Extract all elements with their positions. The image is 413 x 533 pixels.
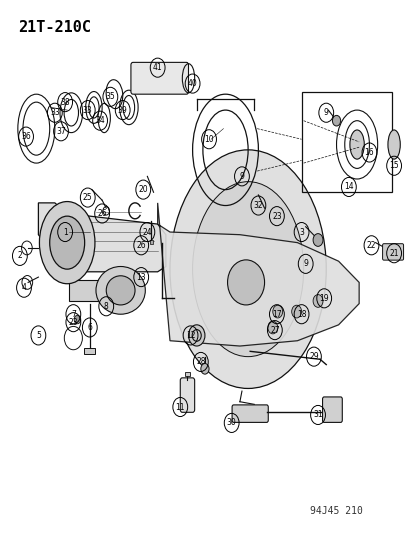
Circle shape — [291, 305, 301, 318]
Ellipse shape — [170, 150, 325, 389]
Ellipse shape — [387, 130, 399, 159]
Text: 41: 41 — [152, 63, 162, 72]
Text: 21T-210C: 21T-210C — [18, 20, 90, 35]
Text: 37: 37 — [56, 127, 66, 136]
Text: 16: 16 — [364, 148, 373, 157]
Text: 33: 33 — [83, 106, 93, 115]
Ellipse shape — [96, 266, 145, 314]
FancyBboxPatch shape — [83, 348, 95, 354]
Text: 10: 10 — [204, 135, 214, 144]
Ellipse shape — [349, 130, 363, 159]
Ellipse shape — [39, 201, 95, 284]
Circle shape — [312, 233, 322, 246]
Text: 18: 18 — [296, 310, 306, 319]
Circle shape — [200, 364, 209, 374]
Ellipse shape — [50, 216, 84, 269]
Text: 94J45 210: 94J45 210 — [310, 506, 362, 516]
Text: 22: 22 — [366, 241, 375, 250]
Text: 36: 36 — [21, 132, 31, 141]
Text: 9: 9 — [239, 172, 244, 181]
Text: 5: 5 — [36, 331, 41, 340]
Text: 2: 2 — [17, 252, 22, 261]
Text: 20: 20 — [138, 185, 148, 194]
Text: 29: 29 — [309, 352, 318, 361]
Ellipse shape — [106, 276, 135, 305]
Text: 23: 23 — [69, 318, 78, 327]
Circle shape — [332, 115, 340, 126]
Text: 8: 8 — [104, 302, 108, 311]
FancyBboxPatch shape — [322, 397, 342, 422]
Text: 28: 28 — [196, 358, 205, 367]
Bar — [185, 372, 190, 376]
Text: 26: 26 — [97, 209, 107, 218]
Text: 25: 25 — [83, 193, 93, 202]
Circle shape — [312, 295, 322, 308]
Text: 13: 13 — [136, 272, 146, 281]
Text: 9: 9 — [303, 260, 307, 268]
Text: 31: 31 — [313, 410, 322, 419]
Bar — [301, 92, 391, 192]
Text: 17: 17 — [271, 310, 281, 319]
Text: 27: 27 — [269, 326, 279, 335]
Text: 6: 6 — [87, 323, 92, 332]
Bar — [150, 240, 152, 244]
Text: 35: 35 — [105, 92, 115, 101]
Text: 23: 23 — [271, 212, 281, 221]
Circle shape — [272, 305, 282, 318]
Text: 7: 7 — [71, 310, 76, 319]
Polygon shape — [157, 203, 358, 346]
Ellipse shape — [227, 260, 264, 305]
Text: 26: 26 — [136, 241, 146, 250]
FancyBboxPatch shape — [69, 280, 122, 301]
Text: 38: 38 — [60, 98, 70, 107]
Text: 19: 19 — [318, 294, 328, 303]
Text: 24: 24 — [142, 228, 152, 237]
Text: 12: 12 — [185, 331, 195, 340]
Text: 33: 33 — [50, 108, 59, 117]
Text: 11: 11 — [175, 402, 185, 411]
Text: 32: 32 — [253, 201, 263, 210]
Text: 39: 39 — [118, 106, 127, 115]
FancyBboxPatch shape — [382, 244, 403, 260]
Text: 21: 21 — [388, 249, 398, 258]
FancyBboxPatch shape — [131, 62, 188, 94]
Text: 3: 3 — [299, 228, 303, 237]
FancyBboxPatch shape — [180, 378, 194, 413]
Text: 1: 1 — [63, 228, 67, 237]
Text: 15: 15 — [388, 161, 398, 170]
Text: 30: 30 — [226, 418, 236, 427]
Text: 14: 14 — [343, 182, 353, 191]
Text: 9: 9 — [323, 108, 328, 117]
Text: 34: 34 — [95, 116, 105, 125]
Circle shape — [74, 316, 81, 324]
Ellipse shape — [188, 325, 204, 346]
Text: 40: 40 — [187, 79, 197, 88]
Circle shape — [267, 321, 277, 334]
FancyBboxPatch shape — [232, 405, 268, 422]
Ellipse shape — [192, 182, 303, 357]
Polygon shape — [38, 203, 166, 272]
Text: 4: 4 — [21, 283, 26, 292]
